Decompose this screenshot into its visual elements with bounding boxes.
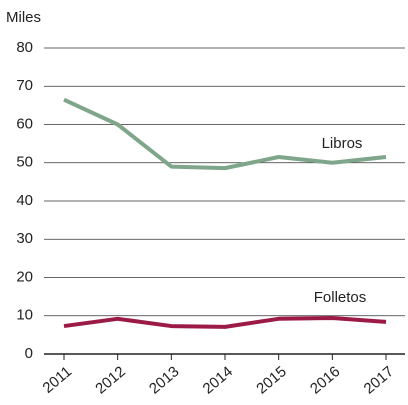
series-label: Folletos <box>314 289 367 306</box>
x-tick-label: 2013 <box>146 363 182 397</box>
y-axis-label: Miles <box>6 9 41 26</box>
x-tick-label: 2014 <box>200 363 236 397</box>
x-tick-label: 2015 <box>253 363 289 397</box>
x-tick-label: 2016 <box>307 363 343 397</box>
y-tick-label: 30 <box>16 230 33 247</box>
y-tick-label: 40 <box>16 192 33 209</box>
y-tick-label: 80 <box>16 39 33 56</box>
line-series <box>63 97 387 171</box>
x-tick-label: 2017 <box>361 363 397 397</box>
x-tick-label: 2011 <box>39 363 75 397</box>
y-tick-label: 60 <box>16 115 33 132</box>
line-series <box>63 316 387 329</box>
y-tick-label: 50 <box>16 154 33 171</box>
y-tick-label: 0 <box>25 345 33 362</box>
y-tick-label: 10 <box>16 307 33 324</box>
y-tick-label: 70 <box>16 77 33 94</box>
x-tick-label: 2012 <box>92 363 128 397</box>
series-label: Libros <box>322 135 363 152</box>
y-tick-label: 20 <box>16 268 33 285</box>
